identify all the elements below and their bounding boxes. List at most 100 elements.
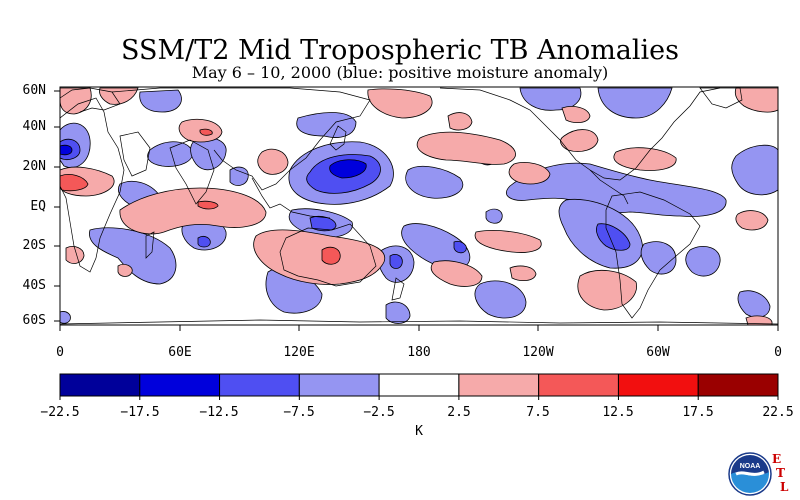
colorbar-label: 17.5 — [682, 405, 714, 420]
colorbar-swatch — [298, 373, 380, 397]
lon-label-0-east: 0 — [774, 345, 782, 360]
coastline-n-america — [439, 87, 721, 181]
coastline-s-america — [605, 191, 701, 319]
colorbar-swatch — [697, 373, 779, 397]
coastlines — [60, 87, 778, 325]
red-region — [430, 260, 483, 287]
red-region — [367, 88, 433, 119]
colorbar-swatch — [139, 373, 221, 397]
coastline-europe — [60, 87, 121, 113]
red-core — [321, 246, 341, 265]
red-region — [613, 147, 677, 171]
red-region — [561, 106, 591, 124]
lat-label-20s: 20S — [22, 238, 46, 253]
colorbar-swatch — [378, 373, 460, 397]
coastline-japan — [329, 125, 347, 151]
blue-peak — [60, 144, 73, 156]
lon-label-180: 180 — [407, 345, 431, 360]
colorbar-label: −12.5 — [199, 405, 239, 420]
blue-region — [505, 162, 727, 217]
coastline-australia — [279, 223, 377, 287]
coastline-c-america — [589, 169, 629, 205]
red-core — [199, 128, 213, 136]
colorbar-swatch — [59, 373, 141, 397]
blue-region — [685, 246, 721, 277]
noaa-etl-logo: NOAA E T L — [728, 452, 788, 498]
red-region — [474, 230, 542, 253]
red-region — [119, 187, 267, 235]
etl-letter-t: T — [776, 466, 785, 480]
lat-label-40s: 40S — [22, 278, 46, 293]
lon-label-60w: 60W — [646, 345, 670, 360]
noaa-logo-icon: NOAA — [728, 452, 772, 496]
colorbar-label: −7.5 — [283, 405, 315, 420]
coastline-africa — [60, 97, 125, 273]
blue-region — [139, 89, 182, 113]
red-region — [117, 264, 133, 277]
etl-letter-e: E — [772, 452, 782, 466]
blue-region — [474, 280, 527, 319]
red-region — [735, 210, 769, 231]
lat-label-60n: 60N — [22, 83, 46, 98]
red-region — [257, 148, 289, 175]
coastline-antarctica — [60, 319, 778, 325]
blue-region — [519, 87, 582, 111]
coastline-se-asia — [251, 177, 331, 219]
blue-core — [453, 241, 467, 254]
blue-core — [389, 254, 403, 269]
colorbar — [59, 373, 779, 400]
colorbar-label: 12.5 — [602, 405, 634, 420]
blue-region — [147, 141, 193, 167]
lon-label-120e: 120E — [283, 345, 315, 360]
colorbar-label: −22.5 — [40, 405, 80, 420]
colorbar-label: −2.5 — [363, 405, 395, 420]
red-region — [99, 87, 139, 105]
red-region — [447, 112, 473, 131]
blue-region — [405, 165, 464, 199]
blue-region — [296, 112, 357, 138]
colorbar-label: 2.5 — [447, 405, 471, 420]
axis-ticks — [54, 90, 779, 331]
red-core — [60, 174, 89, 192]
blue-core — [309, 216, 337, 232]
coastline-arabia — [119, 131, 151, 177]
blue-region — [597, 87, 673, 119]
map-title: SSM/T2 Mid Tropospheric TB Anomalies — [120, 35, 680, 66]
colorbar-swatch — [617, 373, 699, 397]
colorbar-label: 22.5 — [762, 405, 794, 420]
red-core — [197, 200, 219, 210]
red-region — [416, 131, 516, 165]
colorbar-label: 7.5 — [526, 405, 550, 420]
coastline-asia — [111, 87, 371, 191]
blue-core — [596, 223, 631, 251]
coastline-new-zealand — [391, 277, 405, 301]
blue-peaks — [60, 144, 367, 179]
etl-letter-l: L — [780, 480, 789, 494]
lat-label-60s: 60S — [22, 313, 46, 328]
lat-label-eq: EQ — [30, 199, 46, 214]
blue-region — [229, 166, 249, 186]
red-region — [60, 87, 92, 115]
lon-label-60e: 60E — [168, 345, 192, 360]
negative-tb-regions — [60, 87, 778, 324]
colorbar-swatch — [219, 373, 300, 397]
lon-label-120w: 120W — [522, 345, 554, 360]
blue-region — [60, 311, 71, 324]
coastline-greenland — [699, 87, 743, 109]
colorbar-label: −17.5 — [120, 405, 160, 420]
colorbar-unit: K — [415, 424, 423, 439]
red-region — [508, 162, 551, 185]
red-region — [560, 129, 599, 152]
red-region — [65, 246, 85, 264]
lat-label-40n: 40N — [22, 119, 46, 134]
lon-label-0: 0 — [56, 345, 64, 360]
blue-region — [485, 208, 503, 224]
blue-region — [190, 137, 227, 171]
blue-region — [731, 144, 778, 196]
noaa-logo-text: NOAA — [740, 463, 761, 470]
blue-peak — [329, 159, 367, 179]
coastline-india — [169, 139, 215, 205]
colorbar-swatch — [538, 373, 619, 397]
anomaly-contours — [60, 87, 778, 325]
